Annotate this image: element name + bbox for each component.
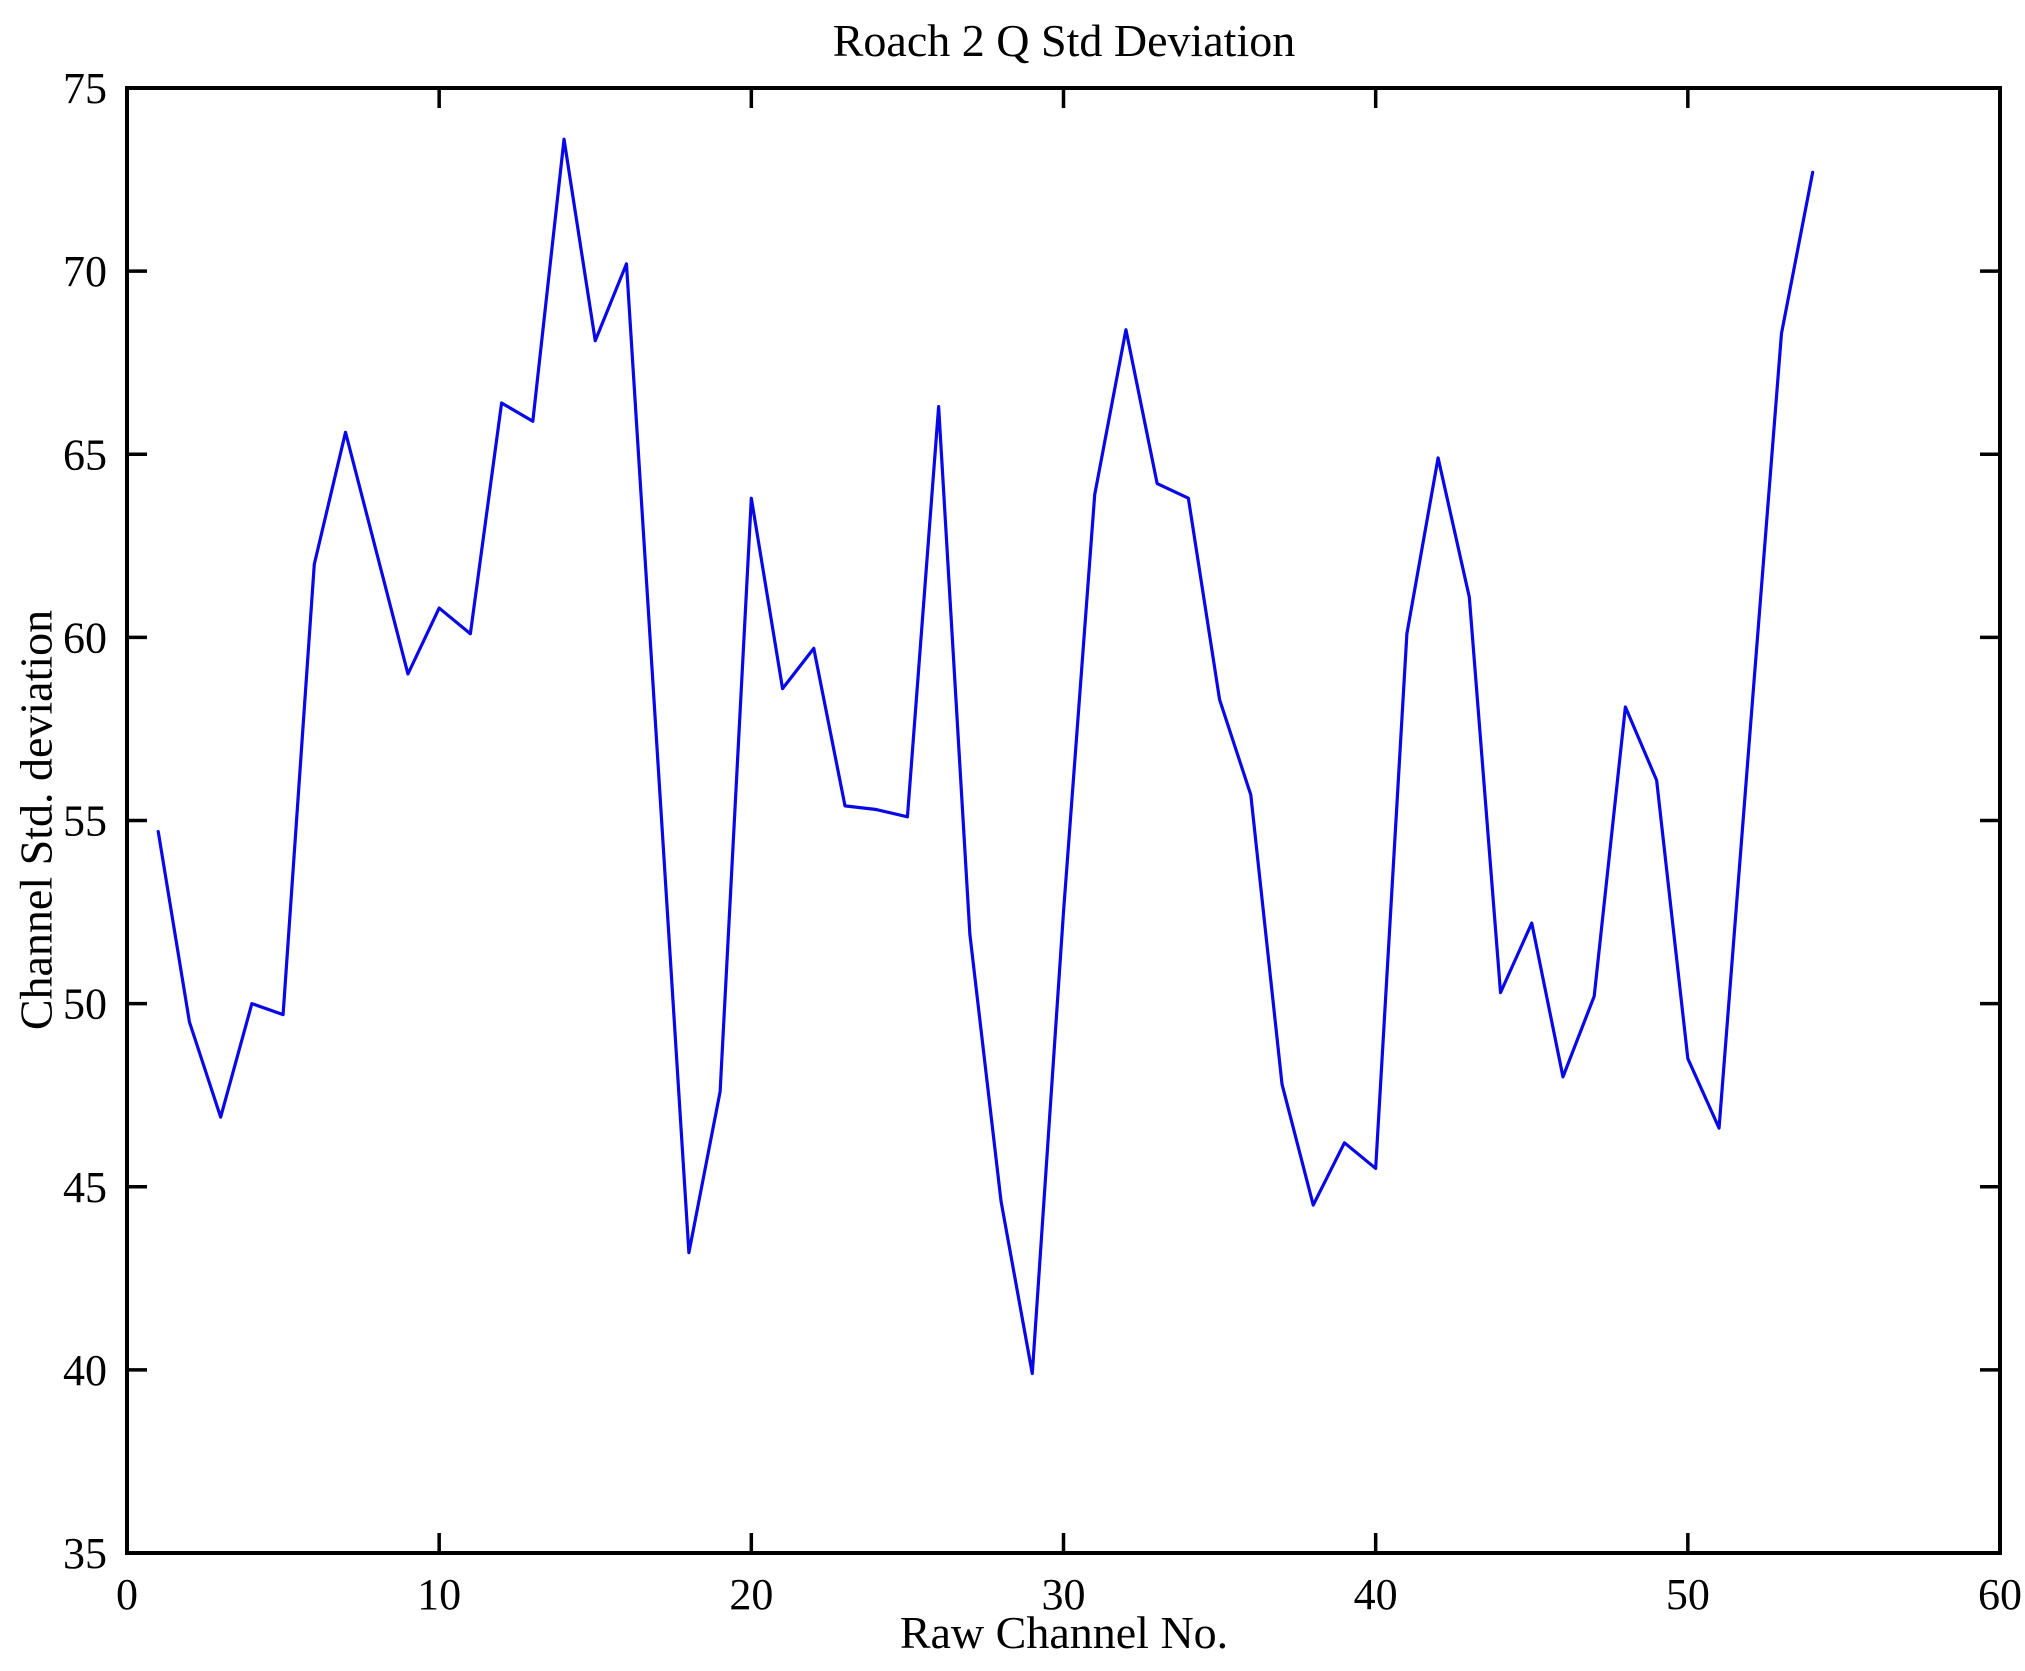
x-tick-label: 20 bbox=[729, 1570, 773, 1619]
data-line bbox=[156, 137, 1815, 1376]
chart-title: Roach 2 Q Std Deviation bbox=[832, 15, 1296, 66]
y-axis-label: Channel Std. deviation bbox=[10, 609, 62, 1031]
y-tick-label: 45 bbox=[63, 1163, 107, 1212]
x-axis-label: Raw Channel No. bbox=[899, 1607, 1229, 1658]
y-tick-label: 75 bbox=[63, 64, 107, 113]
y-tick-label: 40 bbox=[63, 1346, 107, 1395]
plot-box bbox=[125, 86, 2002, 1555]
x-tick-label: 50 bbox=[1666, 1570, 1710, 1619]
y-tick-label: 35 bbox=[63, 1529, 107, 1578]
y-tick-label: 65 bbox=[63, 430, 107, 479]
y-tick-label: 70 bbox=[63, 247, 107, 296]
y-tick-label: 60 bbox=[63, 613, 107, 662]
y-tick-label: 55 bbox=[63, 797, 107, 846]
x-tick-label: 10 bbox=[417, 1570, 461, 1619]
x-tick-label: 0 bbox=[116, 1570, 138, 1619]
y-tick-label: 50 bbox=[63, 980, 107, 1029]
x-tick-label: 30 bbox=[1042, 1570, 1086, 1619]
x-tick-label: 60 bbox=[1978, 1570, 2022, 1619]
x-tick-label: 40 bbox=[1354, 1570, 1398, 1619]
